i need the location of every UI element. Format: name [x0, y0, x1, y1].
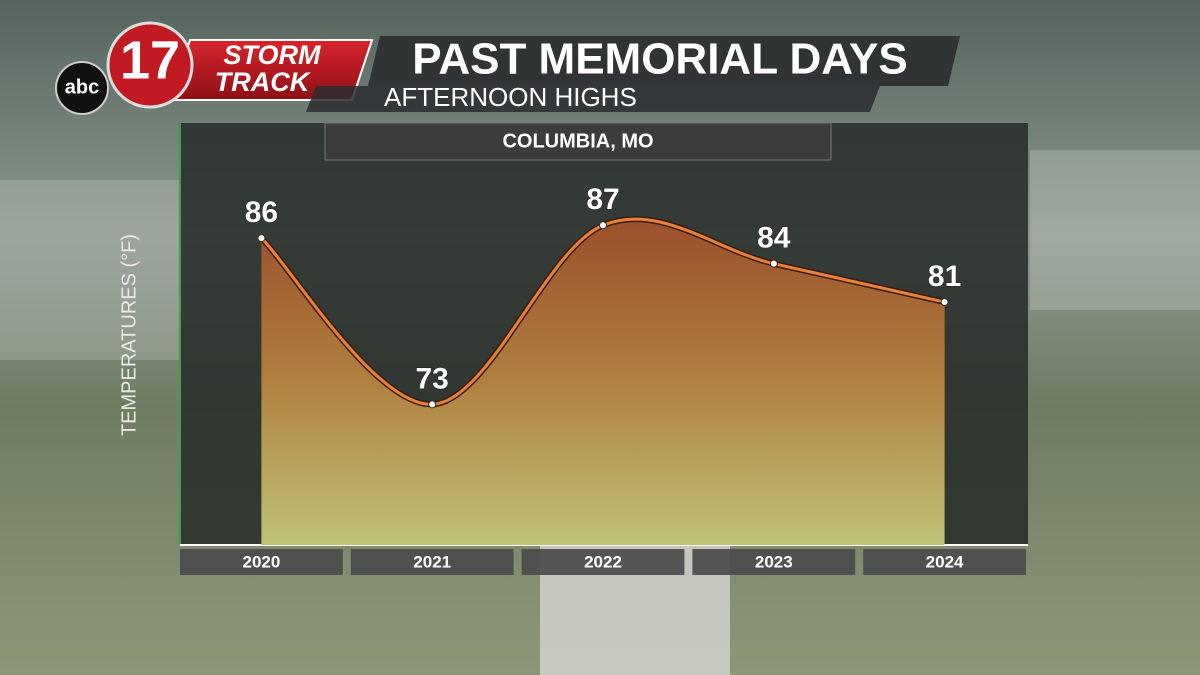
value-label: 87 — [586, 183, 619, 216]
value-label: 81 — [928, 260, 961, 293]
point — [428, 400, 437, 409]
x-tick-label: 2022 — [584, 552, 622, 571]
point — [940, 298, 949, 307]
logo-network-circle — [55, 61, 109, 115]
location-box — [324, 122, 832, 161]
chart-subtitle: AFTERNOON HIGHS — [384, 82, 637, 112]
value-label: 73 — [416, 362, 449, 395]
title-bar — [368, 36, 960, 86]
x-category-box — [180, 549, 343, 575]
point — [257, 234, 266, 243]
logo: STORM TRACK 17 abc — [55, 21, 374, 115]
x-tick-label: 2021 — [413, 552, 451, 571]
logo-storm: STORM — [223, 40, 321, 70]
x-tick-label: 2020 — [242, 552, 280, 571]
x-category-box — [863, 549, 1026, 575]
y-axis-label: TEMPERATURES (°F) — [118, 234, 140, 436]
chart-title: PAST MEMORIAL DAYS — [412, 35, 907, 84]
value-label: 84 — [757, 222, 791, 255]
x-tick-label: 2023 — [755, 552, 793, 571]
logo-channel: 17 — [120, 30, 180, 90]
logo-circle — [106, 21, 194, 109]
subtitle-bar — [306, 86, 880, 112]
x-category-box — [521, 549, 685, 575]
line — [260, 217, 945, 406]
area — [261, 219, 945, 545]
x-category-box — [350, 549, 514, 575]
background-blur — [0, 180, 180, 360]
logo-network: abc — [65, 76, 99, 98]
background-blur — [1030, 150, 1200, 310]
point — [599, 221, 607, 230]
logo-track: TRACK — [215, 67, 312, 97]
point — [769, 259, 778, 268]
value-label: 86 — [245, 196, 278, 229]
x-tick-label: 2024 — [926, 552, 964, 571]
x-category-box — [692, 549, 856, 575]
location: COLUMBIA, MO — [502, 130, 653, 152]
